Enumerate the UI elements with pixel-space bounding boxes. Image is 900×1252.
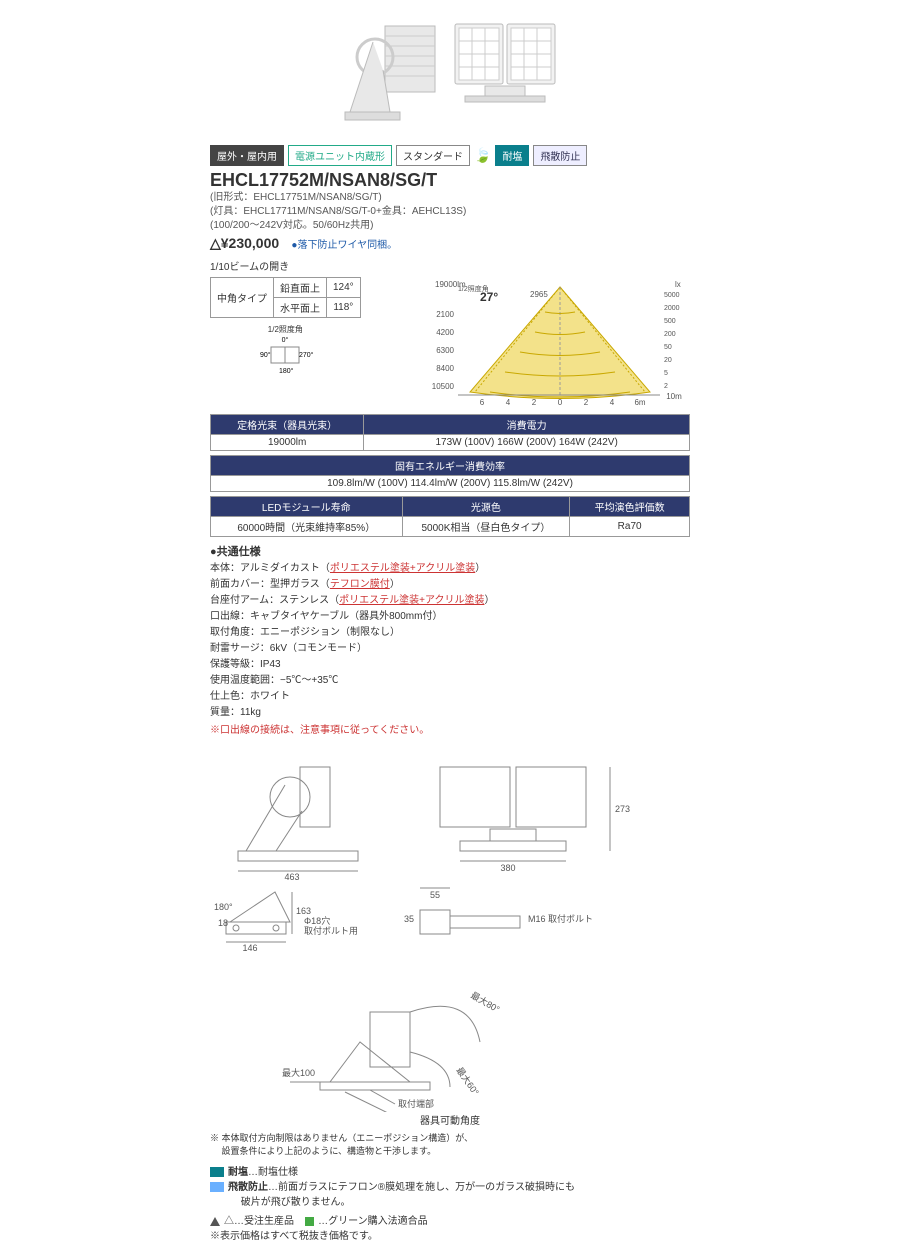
half-angle-icon: 0° 90° 270° 180° bbox=[257, 335, 313, 375]
svg-text:取付ボルト用: 取付ボルト用 bbox=[304, 926, 358, 936]
svg-text:20: 20 bbox=[664, 357, 672, 364]
svg-text:55: 55 bbox=[430, 890, 440, 900]
svg-text:35: 35 bbox=[404, 914, 414, 924]
svg-text:2965: 2965 bbox=[530, 290, 548, 299]
dimension-drawings: 463 273 380 180° 18 163 bbox=[210, 747, 690, 1157]
light-distribution-diagram: 19000lm 27° 1/2照度角 2965 lx 2100 4200 630… bbox=[430, 277, 690, 407]
svg-text:6300: 6300 bbox=[436, 346, 454, 355]
spec-table-2: 固有エネルギー消費効率 109.8lm/W (100V) 114.4lm/W (… bbox=[210, 455, 690, 492]
model-number: EHCL17752M/NSAN8/SG/T bbox=[210, 170, 690, 191]
product-photo bbox=[210, 8, 690, 141]
svg-text:2: 2 bbox=[532, 398, 537, 407]
svg-text:取付端部: 取付端部 bbox=[398, 1098, 434, 1109]
svg-text:2: 2 bbox=[664, 383, 668, 390]
svg-text:270°: 270° bbox=[299, 351, 313, 359]
svg-text:180°: 180° bbox=[214, 902, 233, 912]
svg-text:180°: 180° bbox=[279, 367, 294, 375]
svg-text:4: 4 bbox=[506, 398, 511, 407]
svg-text:M16 取付ボルト: M16 取付ボルト bbox=[528, 914, 593, 924]
svg-text:最大100: 最大100 bbox=[282, 1067, 315, 1078]
svg-text:90°: 90° bbox=[260, 351, 271, 359]
price-note: ●落下防止ワイヤ同梱。 bbox=[291, 240, 397, 251]
beam-title: 1/10ビームの開き bbox=[210, 258, 690, 273]
svg-text:5000: 5000 bbox=[664, 292, 680, 299]
composition: (灯具：EHCL17711M/NSAN8/SG/T-0+金具：AEHCL13S) bbox=[210, 205, 690, 219]
svg-text:8400: 8400 bbox=[436, 364, 454, 373]
svg-text:500: 500 bbox=[664, 318, 676, 325]
svg-text:2000: 2000 bbox=[664, 305, 680, 312]
eco-leaf-icon: 🍃 bbox=[474, 147, 491, 164]
svg-text:lx: lx bbox=[675, 280, 681, 289]
svg-text:6m: 6m bbox=[634, 398, 645, 407]
svg-text:273: 273 bbox=[615, 804, 630, 814]
svg-text:1/2照度角: 1/2照度角 bbox=[458, 284, 489, 293]
svg-text:50: 50 bbox=[664, 344, 672, 351]
spec-table-3: LEDモジュール寿命 光源色 平均演色評価数 60000時間（光束維持率85%）… bbox=[210, 496, 690, 537]
svg-text:0°: 0° bbox=[282, 336, 289, 344]
svg-text:163: 163 bbox=[296, 906, 311, 916]
svg-text:18: 18 bbox=[218, 918, 228, 928]
old-model: (旧形式：EHCL17751M/NSAN8/SG/T) bbox=[210, 191, 690, 205]
svg-text:2: 2 bbox=[584, 398, 589, 407]
voltage: (100/200～242V対応。50/60Hz共用) bbox=[210, 219, 690, 233]
badge-salt: 耐塩 bbox=[495, 145, 529, 166]
svg-text:463: 463 bbox=[284, 872, 299, 882]
svg-text:5: 5 bbox=[664, 370, 668, 377]
badge-shatter: 飛散防止 bbox=[533, 145, 587, 166]
svg-text:0: 0 bbox=[558, 398, 563, 407]
common-spec-list: 本体：アルミダイカスト（ポリエステル塗装+アクリル塗装） 前面カバー：型押ガラス… bbox=[210, 561, 690, 739]
svg-text:4: 4 bbox=[610, 398, 615, 407]
price: △¥230,000 bbox=[210, 235, 279, 251]
svg-text:Φ18穴: Φ18穴 bbox=[304, 915, 330, 926]
svg-text:4200: 4200 bbox=[436, 328, 454, 337]
svg-text:最大60°: 最大60° bbox=[454, 1065, 481, 1098]
svg-text:最大80°: 最大80° bbox=[469, 989, 502, 1015]
beam-angle-table: 中角タイプ 鉛直面上 124° 水平面上 118° bbox=[210, 277, 361, 318]
svg-text:200: 200 bbox=[664, 331, 676, 338]
badge-psu: 電源ユニット内蔵形 bbox=[288, 145, 392, 166]
svg-text:6: 6 bbox=[480, 398, 485, 407]
svg-text:146: 146 bbox=[242, 943, 257, 952]
svg-text:10500: 10500 bbox=[432, 382, 455, 391]
badge-standard: スタンダード bbox=[396, 145, 470, 166]
angle-title: 器具可動角度 bbox=[210, 1112, 690, 1127]
beam-type: 中角タイプ bbox=[211, 278, 274, 318]
svg-text:10m: 10m bbox=[666, 392, 682, 401]
badge-indoor-outdoor: 屋外・屋内用 bbox=[210, 145, 284, 166]
legend: 耐塩…耐塩仕様 飛散防止…前面ガラスにテフロン®膜処理を施し、万が一のガラス破損… bbox=[210, 1165, 690, 1244]
svg-text:2100: 2100 bbox=[436, 310, 454, 319]
common-spec-title: ●共通仕様 bbox=[210, 543, 690, 559]
spec-table-1: 定格光束（器具光束） 消費電力 19000lm 173W (100V) 166W… bbox=[210, 414, 690, 451]
svg-text:380: 380 bbox=[500, 863, 515, 873]
